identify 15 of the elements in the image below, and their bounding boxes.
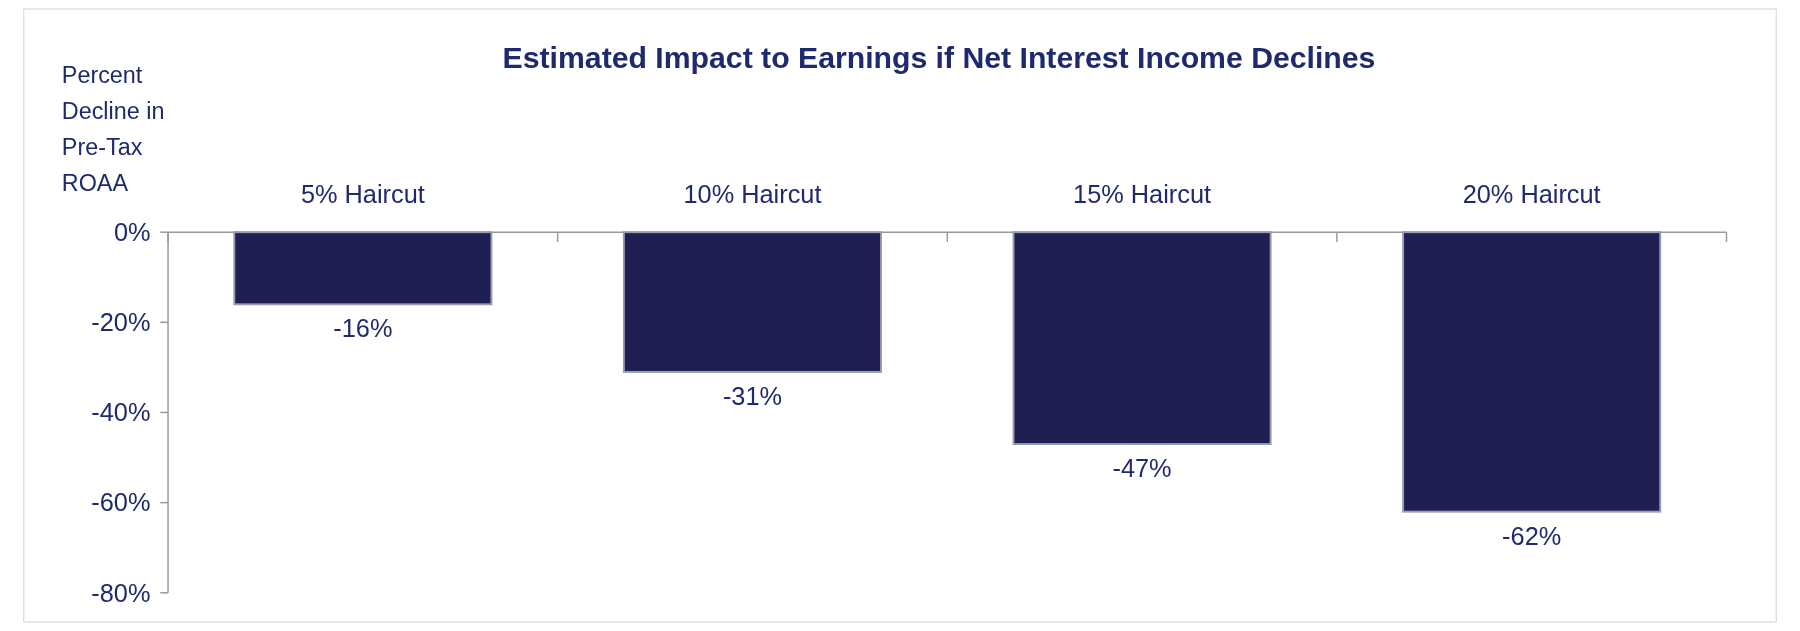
x-tick-label: 5% Haircut bbox=[300, 179, 425, 208]
chart-title: Estimated Impact to Earnings if Net Interest Income Declines bbox=[502, 41, 1376, 75]
y-tick-label: -40% bbox=[91, 398, 151, 427]
y-tick-label: 0% bbox=[113, 218, 151, 247]
data-label: -16% bbox=[333, 314, 393, 343]
data-label: -31% bbox=[722, 382, 783, 411]
y-tick-label: -60% bbox=[91, 488, 151, 517]
y-tick-label: -20% bbox=[91, 308, 151, 337]
x-tick-label: 15% Haircut bbox=[1073, 179, 1212, 208]
x-tick-label: 10% Haircut bbox=[683, 179, 822, 208]
data-label: -47% bbox=[1112, 454, 1172, 483]
x-tick-label: 20% Haircut bbox=[1462, 179, 1601, 208]
data-label: -62% bbox=[1502, 521, 1562, 550]
y-tick-label: -80% bbox=[91, 578, 151, 607]
y-axis-title: Percent Decline in Pre-Tax ROAA bbox=[61, 62, 165, 197]
